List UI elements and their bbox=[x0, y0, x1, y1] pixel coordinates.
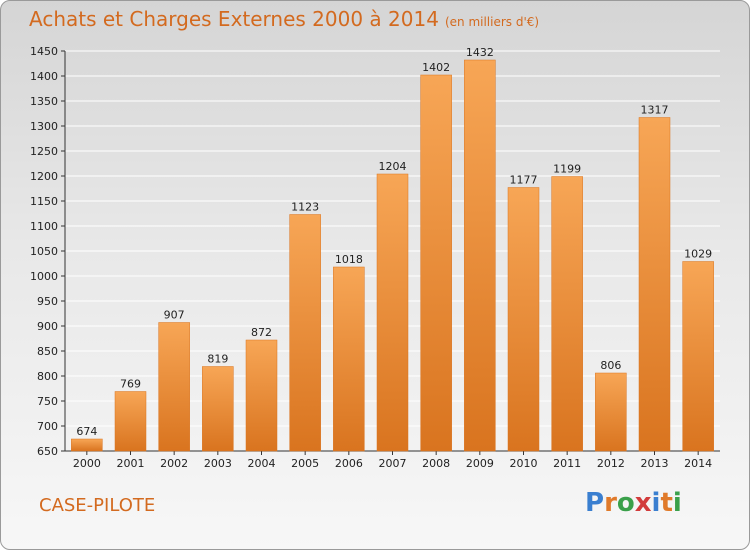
bar-2013 bbox=[638, 117, 671, 452]
place-name: CASE-PILOTE bbox=[39, 495, 156, 516]
x-tick-label: 2012 bbox=[597, 457, 625, 470]
data-label: 806 bbox=[600, 359, 621, 372]
logo-letter: t bbox=[660, 488, 673, 518]
y-tick-label: 1050 bbox=[30, 245, 58, 258]
bar-2014 bbox=[682, 261, 714, 452]
x-tick-label: 2002 bbox=[160, 457, 188, 470]
data-label: 1432 bbox=[466, 46, 494, 59]
y-tick-label: 650 bbox=[37, 445, 58, 458]
bar-2012 bbox=[595, 372, 627, 452]
chart-title-text: Achats et Charges Externes 2000 à 2014 bbox=[29, 7, 439, 31]
x-tick-label: 2006 bbox=[335, 457, 363, 470]
data-label: 872 bbox=[251, 326, 272, 339]
y-tick-label: 1100 bbox=[30, 220, 58, 233]
proxiti-logo: Proxiti bbox=[585, 488, 682, 518]
x-tick-label: 2007 bbox=[379, 457, 407, 470]
y-tick-label: 1400 bbox=[30, 70, 58, 83]
data-label: 1018 bbox=[335, 253, 363, 266]
bar-2004 bbox=[245, 339, 278, 452]
y-tick-label: 900 bbox=[37, 320, 58, 333]
bar-2002 bbox=[158, 322, 190, 452]
x-tick-label: 2000 bbox=[73, 457, 101, 470]
data-label: 1204 bbox=[379, 160, 407, 173]
y-tick-label: 950 bbox=[37, 295, 58, 308]
chart-subtitle: (en milliers d'€) bbox=[444, 15, 540, 29]
bars bbox=[71, 59, 714, 452]
bar-2000 bbox=[71, 438, 103, 452]
logo-letter: i bbox=[651, 488, 661, 518]
logo-letter: r bbox=[604, 488, 617, 518]
y-tick-label: 1200 bbox=[30, 170, 58, 183]
data-label: 1029 bbox=[684, 248, 712, 261]
data-label: 674 bbox=[76, 425, 97, 438]
y-tick-label: 1250 bbox=[30, 145, 58, 158]
bar-2008 bbox=[420, 74, 452, 452]
y-tick-label: 750 bbox=[37, 395, 58, 408]
bar-2003 bbox=[202, 366, 234, 452]
data-label: 1177 bbox=[510, 174, 538, 187]
x-tick-label: 2008 bbox=[422, 457, 450, 470]
data-label: 1199 bbox=[553, 163, 581, 176]
logo-letter: i bbox=[672, 488, 682, 518]
bar-2006 bbox=[333, 266, 365, 452]
y-tick-label: 1150 bbox=[30, 195, 58, 208]
bar-2007 bbox=[376, 173, 409, 452]
chart-title: Achats et Charges Externes 2000 à 2014 (e… bbox=[29, 7, 539, 31]
logo-letter: o bbox=[616, 488, 635, 518]
x-tick-label: 2005 bbox=[291, 457, 319, 470]
x-tick-label: 2004 bbox=[248, 457, 276, 470]
logo-letter: P bbox=[585, 488, 605, 518]
y-tick-label: 1350 bbox=[30, 95, 58, 108]
data-label: 819 bbox=[207, 353, 228, 366]
data-label: 1317 bbox=[641, 104, 669, 117]
x-tick-label: 2013 bbox=[641, 457, 669, 470]
x-tick-label: 2009 bbox=[466, 457, 494, 470]
x-tick-label: 2014 bbox=[684, 457, 712, 470]
y-tick-label: 1450 bbox=[30, 45, 58, 58]
x-tick-label: 2003 bbox=[204, 457, 232, 470]
bar-2011 bbox=[551, 176, 583, 452]
data-label: 907 bbox=[164, 309, 185, 322]
y-tick-label: 700 bbox=[37, 420, 58, 433]
y-tick-label: 800 bbox=[37, 370, 58, 383]
y-tick-label: 1300 bbox=[30, 120, 58, 133]
y-tick-label: 1000 bbox=[30, 270, 58, 283]
bar-2010 bbox=[507, 187, 540, 452]
logo-letter: x bbox=[634, 488, 652, 518]
bar-2009 bbox=[464, 59, 496, 452]
data-label: 769 bbox=[120, 378, 141, 391]
bar-2005 bbox=[289, 214, 321, 452]
x-tick-label: 2001 bbox=[117, 457, 145, 470]
data-label: 1402 bbox=[422, 61, 450, 74]
y-tick-label: 850 bbox=[37, 345, 58, 358]
x-tick-label: 2011 bbox=[553, 457, 581, 470]
x-tick-label: 2010 bbox=[510, 457, 538, 470]
labels: 650 700 750 800 850 900 950 1000 1050 1100 1150 120… bbox=[30, 45, 712, 470]
data-label: 1123 bbox=[291, 201, 319, 214]
bar-2001 bbox=[114, 391, 147, 452]
